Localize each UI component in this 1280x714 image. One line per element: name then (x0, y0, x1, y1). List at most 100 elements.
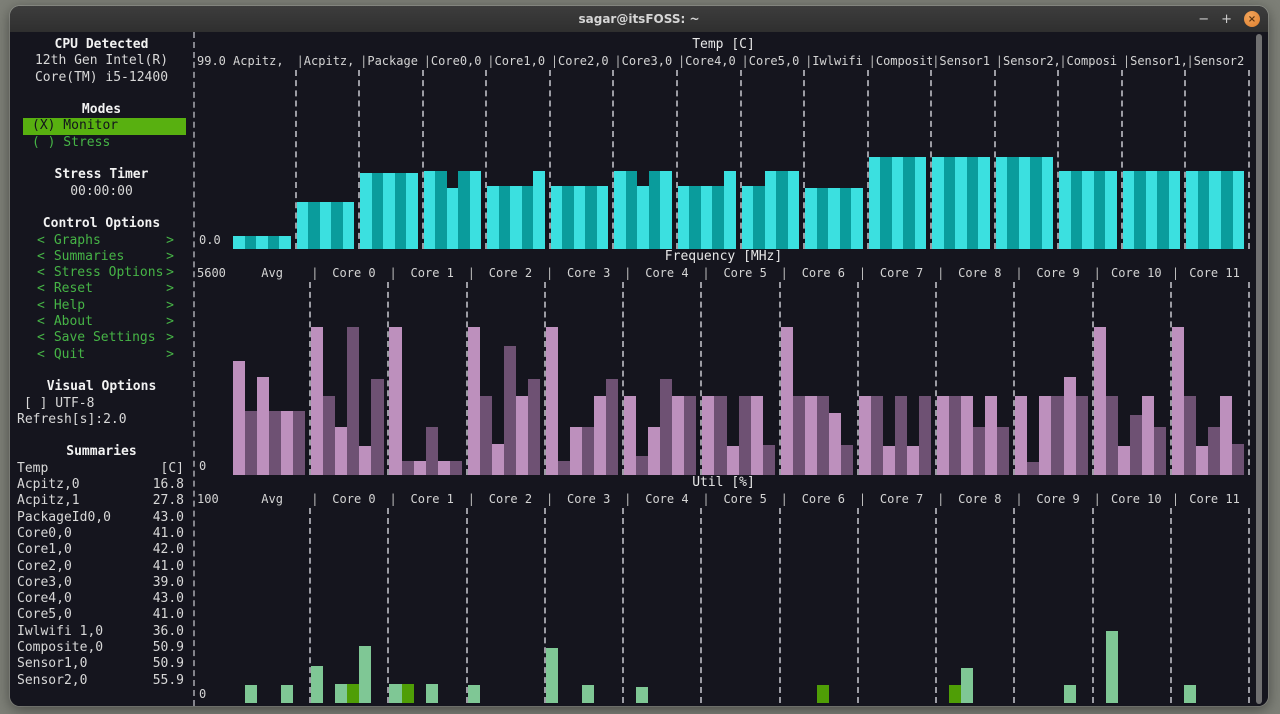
summary-label: Core0,0 (17, 525, 72, 541)
axis-max-label: 5600 (197, 266, 226, 280)
bar (487, 185, 499, 249)
cpu-model-line2: Core(TM) i5-12400 (34, 69, 169, 85)
summary-value: 50.9 (152, 656, 184, 672)
chart-column-label: Core 8 (958, 266, 1002, 280)
bar (1105, 630, 1118, 703)
bar (503, 345, 516, 475)
chart-column (612, 70, 676, 249)
summary-label: Composite,0 (17, 639, 104, 655)
menu-item-stress-options[interactable]: < Stress Options > (17, 265, 186, 281)
bar (331, 202, 343, 249)
summary-value: 55.9 (152, 672, 184, 688)
chart-column-label: Core 5 (723, 492, 767, 506)
summary-value: 43.0 (152, 509, 184, 525)
menu-bracket-right: > (166, 346, 174, 362)
bar (1232, 443, 1245, 475)
summary-label: Sensor2,0 (17, 672, 88, 688)
menu-item-help[interactable]: < Help > (17, 298, 186, 314)
chart-column-label: Core5,0 (748, 54, 800, 68)
menu-item-label: Stress Options (53, 265, 164, 281)
bar (895, 395, 908, 475)
menu-bracket-left: < (37, 265, 45, 281)
bar (840, 445, 853, 475)
utf8-checkbox[interactable]: [ ] UTF-8 (24, 395, 95, 411)
bar (750, 395, 763, 475)
bar (868, 156, 881, 249)
chart-column-header: | Core 8 (937, 491, 1015, 508)
chart-column-header: | Sensor1 (932, 53, 996, 70)
bar (413, 461, 426, 475)
bar (1168, 171, 1181, 249)
close-button[interactable]: × (1244, 11, 1260, 27)
column-separator: | (677, 54, 686, 68)
chart-column (485, 70, 549, 249)
axis-max-label: 100 (197, 492, 219, 506)
menu-item-save-settings[interactable]: < Save Settings > (17, 330, 186, 346)
chart-column-header: | Core2,0 (551, 53, 615, 70)
refresh-setting[interactable]: Refresh[s]:2.0 (17, 411, 127, 427)
window-controls: − + × (1198, 6, 1260, 32)
bar (244, 236, 257, 249)
menu-item-quit[interactable]: < Quit > (17, 347, 186, 363)
menu-item-graphs[interactable]: < Graphs > (17, 233, 186, 249)
maximize-button[interactable]: + (1221, 11, 1232, 27)
chart-column-header: | Composi (1059, 53, 1123, 70)
chart-column-header: | Core 5 (702, 265, 780, 282)
chart-column-label: Core3,0 (621, 54, 673, 68)
bar (389, 683, 402, 703)
summary-row: Core4,0 43.0 (17, 591, 186, 607)
chart-column-header: | Core 10 (1094, 265, 1172, 282)
terminal-scrollbar[interactable] (1256, 34, 1262, 704)
bar (401, 461, 414, 475)
summary-value: 39.0 (152, 574, 184, 590)
chart-column (993, 70, 1058, 249)
chart-column-header: | Core3,0 (614, 53, 678, 70)
bar (281, 685, 294, 703)
chart-column-header: | Core 6 (781, 491, 859, 508)
bar (1145, 171, 1158, 249)
bar (919, 395, 932, 475)
chart-column-label: Sensor1 (939, 54, 990, 68)
chart-column (548, 70, 613, 249)
bar (1063, 377, 1076, 475)
chart-column-label: Composit (875, 54, 933, 68)
menu-item-reset[interactable]: < Reset > (17, 281, 186, 297)
mode-option-stress[interactable]: ( ) Stress (32, 134, 111, 150)
bar (689, 185, 701, 249)
terminal-content: CPU Detected 12th Gen Intel(R) Core(TM) … (10, 32, 1268, 706)
chart-column-label: Core 5 (723, 266, 767, 280)
menu-bracket-left: < (37, 346, 45, 362)
chart-column-label: Core 7 (879, 492, 924, 506)
bar (347, 683, 360, 703)
window-titlebar[interactable]: sagar@itsFOSS: ~ − + × (10, 6, 1268, 32)
bar (245, 411, 258, 475)
bar (624, 395, 637, 475)
menu-item-about[interactable]: < About > (17, 314, 186, 330)
mode-option-xmonitor[interactable]: (X) Monitor (23, 118, 186, 135)
bar (256, 236, 268, 249)
minimize-button[interactable]: − (1198, 11, 1210, 27)
chart-column (387, 508, 465, 703)
summary-row: Core3,0 39.0 (17, 575, 186, 591)
column-separator: | (487, 54, 495, 68)
column-separator: | (545, 266, 554, 280)
bar (425, 426, 438, 475)
chart-column-header: | Core 6 (781, 265, 859, 282)
frequency-chart-title: Frequency [MHz] (664, 249, 783, 264)
bar (389, 326, 402, 475)
column-separator: | (995, 54, 1003, 68)
bar (342, 202, 355, 249)
chart-column (1184, 70, 1250, 249)
chart-column (543, 508, 622, 703)
column-separator: | (550, 54, 559, 68)
menu-item-summaries[interactable]: < Summaries > (17, 249, 186, 265)
bar (1082, 171, 1094, 249)
chart-column-label: Core 4 (645, 492, 689, 506)
bar (423, 171, 436, 249)
chart-column-label: Core 8 (958, 492, 1002, 506)
bar (510, 185, 522, 249)
chart-column-header: | Core 0 (311, 491, 389, 508)
bar (1018, 156, 1031, 249)
bar (636, 456, 649, 475)
bar (1041, 156, 1054, 249)
